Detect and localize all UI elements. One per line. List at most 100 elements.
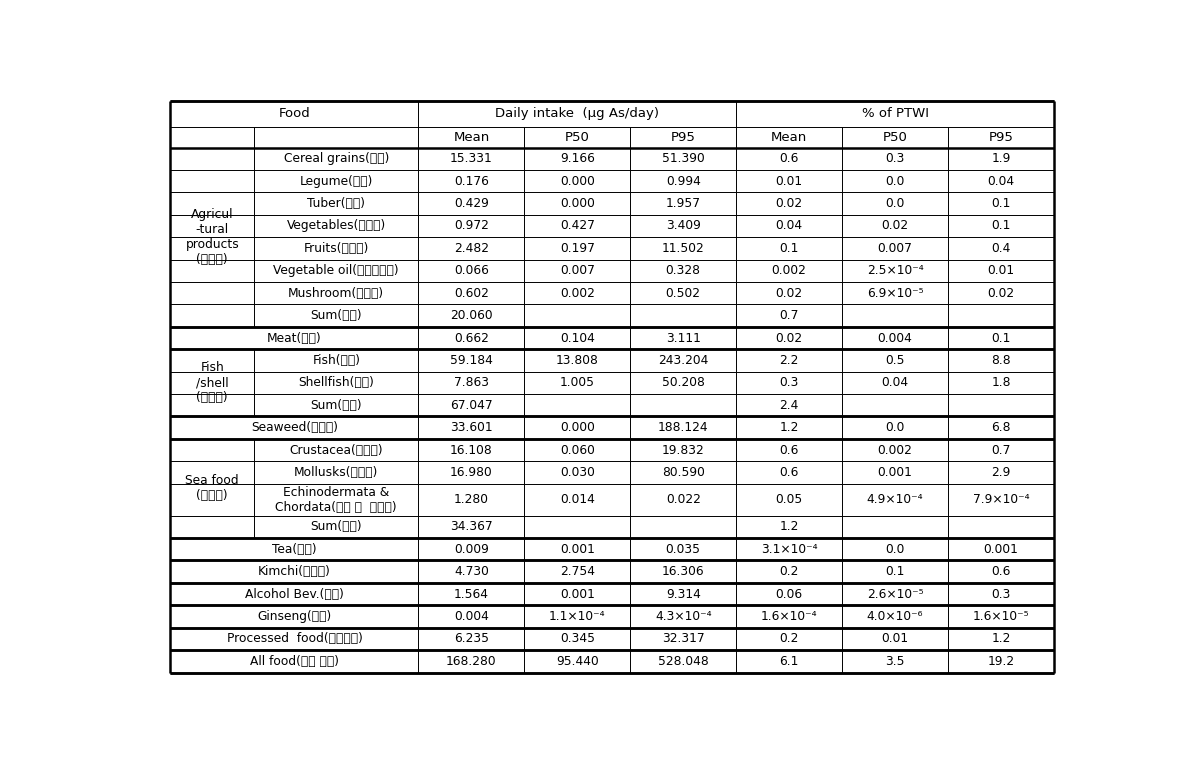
Text: 0.7: 0.7 xyxy=(991,444,1010,457)
Text: 0.007: 0.007 xyxy=(559,264,595,277)
Text: 6.235: 6.235 xyxy=(453,633,489,646)
Text: 6.9×10⁻⁵: 6.9×10⁻⁵ xyxy=(866,286,923,300)
Text: Fish(어류): Fish(어류) xyxy=(312,354,361,367)
Text: 0.1: 0.1 xyxy=(991,332,1010,345)
Text: 528.048: 528.048 xyxy=(658,655,708,668)
Text: 188.124: 188.124 xyxy=(658,421,708,434)
Text: Sum(소계): Sum(소계) xyxy=(311,520,362,533)
Text: Daily intake  (μg As/day): Daily intake (μg As/day) xyxy=(495,107,659,120)
Text: 0.1: 0.1 xyxy=(991,220,1010,233)
Text: Meat(육류): Meat(육류) xyxy=(267,332,321,345)
Text: 0.002: 0.002 xyxy=(559,286,595,300)
Text: 32.317: 32.317 xyxy=(662,633,704,646)
Text: Fish
/shell
(어패류): Fish /shell (어패류) xyxy=(196,362,228,404)
Text: 0.002: 0.002 xyxy=(878,444,913,457)
Text: 3.111: 3.111 xyxy=(665,332,701,345)
Text: 0.972: 0.972 xyxy=(453,220,489,233)
Text: 0.01: 0.01 xyxy=(776,175,803,188)
Text: 0.01: 0.01 xyxy=(988,264,1015,277)
Text: 1.280: 1.280 xyxy=(453,493,489,506)
Text: 0.1: 0.1 xyxy=(885,565,904,578)
Text: 0.1: 0.1 xyxy=(779,242,798,255)
Text: 1.2: 1.2 xyxy=(991,633,1010,646)
Text: 95.440: 95.440 xyxy=(556,655,599,668)
Text: 0.0: 0.0 xyxy=(885,197,904,210)
Text: 33.601: 33.601 xyxy=(450,421,493,434)
Text: 0.000: 0.000 xyxy=(559,421,595,434)
Text: 11.502: 11.502 xyxy=(662,242,704,255)
Text: 1.2: 1.2 xyxy=(779,520,798,533)
Text: 0.502: 0.502 xyxy=(665,286,701,300)
Text: Legume(두류): Legume(두류) xyxy=(300,175,372,188)
Text: 0.0: 0.0 xyxy=(885,175,904,188)
Text: 34.367: 34.367 xyxy=(450,520,493,533)
Text: 0.0: 0.0 xyxy=(885,421,904,434)
Text: Food: Food xyxy=(278,107,311,120)
Text: 243.204: 243.204 xyxy=(658,354,708,367)
Text: 15.331: 15.331 xyxy=(450,152,493,165)
Text: 0.02: 0.02 xyxy=(776,332,803,345)
Text: 50.208: 50.208 xyxy=(662,376,704,389)
Text: Shellfish(패류): Shellfish(패류) xyxy=(299,376,374,389)
Text: 9.166: 9.166 xyxy=(559,152,595,165)
Text: 0.6: 0.6 xyxy=(779,152,798,165)
Text: 0.7: 0.7 xyxy=(779,309,798,322)
Text: 3.1×10⁻⁴: 3.1×10⁻⁴ xyxy=(760,543,818,556)
Text: 4.3×10⁻⁴: 4.3×10⁻⁴ xyxy=(654,610,712,623)
Text: 0.009: 0.009 xyxy=(453,543,489,556)
Text: Mushroom(버싯류): Mushroom(버싯류) xyxy=(288,286,384,300)
Text: 168.280: 168.280 xyxy=(446,655,496,668)
Text: Tea(다류): Tea(다류) xyxy=(273,543,317,556)
Text: Ginseng(인삼): Ginseng(인삼) xyxy=(257,610,332,623)
Text: 2.754: 2.754 xyxy=(559,565,595,578)
Text: 3.5: 3.5 xyxy=(885,655,904,668)
Text: 1.957: 1.957 xyxy=(665,197,701,210)
Text: Vegetable oil(유지식물류): Vegetable oil(유지식물류) xyxy=(274,264,399,277)
Text: 2.9: 2.9 xyxy=(991,466,1010,479)
Text: Alcohol Bev.(주류): Alcohol Bev.(주류) xyxy=(245,588,344,601)
Text: 16.980: 16.980 xyxy=(450,466,493,479)
Text: 0.02: 0.02 xyxy=(776,286,803,300)
Text: 67.047: 67.047 xyxy=(450,399,493,412)
Text: 0.04: 0.04 xyxy=(776,220,803,233)
Text: P50: P50 xyxy=(883,131,908,144)
Text: 0.022: 0.022 xyxy=(665,493,701,506)
Text: 0.4: 0.4 xyxy=(991,242,1010,255)
Text: 1.005: 1.005 xyxy=(559,376,595,389)
Text: 0.001: 0.001 xyxy=(878,466,913,479)
Text: 8.8: 8.8 xyxy=(991,354,1010,367)
Text: 1.6×10⁻⁴: 1.6×10⁻⁴ xyxy=(760,610,818,623)
Text: 6.8: 6.8 xyxy=(991,421,1010,434)
Text: Tuber(서류): Tuber(서류) xyxy=(307,197,365,210)
Text: Crustacea(갑각류): Crustacea(갑각류) xyxy=(289,444,383,457)
Text: 0.000: 0.000 xyxy=(559,197,595,210)
Text: Processed  food(가공식품): Processed food(가공식품) xyxy=(226,633,363,646)
Text: 0.02: 0.02 xyxy=(776,197,803,210)
Text: P95: P95 xyxy=(671,131,696,144)
Text: Sea food
(수산물): Sea food (수산물) xyxy=(186,474,239,502)
Text: 13.808: 13.808 xyxy=(556,354,599,367)
Text: 0.2: 0.2 xyxy=(779,565,798,578)
Text: 0.104: 0.104 xyxy=(559,332,595,345)
Text: Mean: Mean xyxy=(453,131,489,144)
Text: 51.390: 51.390 xyxy=(662,152,704,165)
Text: Mean: Mean xyxy=(771,131,807,144)
Text: P95: P95 xyxy=(989,131,1014,144)
Text: 0.6: 0.6 xyxy=(991,565,1010,578)
Text: Mollusks(연체류): Mollusks(연체류) xyxy=(294,466,378,479)
Text: Sum(소계): Sum(소계) xyxy=(311,309,362,322)
Text: 16.108: 16.108 xyxy=(450,444,493,457)
Text: 0.060: 0.060 xyxy=(559,444,595,457)
Text: 1.9: 1.9 xyxy=(991,152,1010,165)
Text: 0.035: 0.035 xyxy=(665,543,701,556)
Text: 19.2: 19.2 xyxy=(988,655,1015,668)
Text: Sum(소계): Sum(소계) xyxy=(311,399,362,412)
Text: 19.832: 19.832 xyxy=(662,444,704,457)
Text: 0.06: 0.06 xyxy=(776,588,803,601)
Text: 4.730: 4.730 xyxy=(453,565,489,578)
Text: 0.0: 0.0 xyxy=(885,543,904,556)
Text: Kimchi(김치류): Kimchi(김치류) xyxy=(258,565,331,578)
Text: 7.863: 7.863 xyxy=(453,376,489,389)
Text: 0.602: 0.602 xyxy=(453,286,489,300)
Text: Fruits(과실류): Fruits(과실류) xyxy=(303,242,369,255)
